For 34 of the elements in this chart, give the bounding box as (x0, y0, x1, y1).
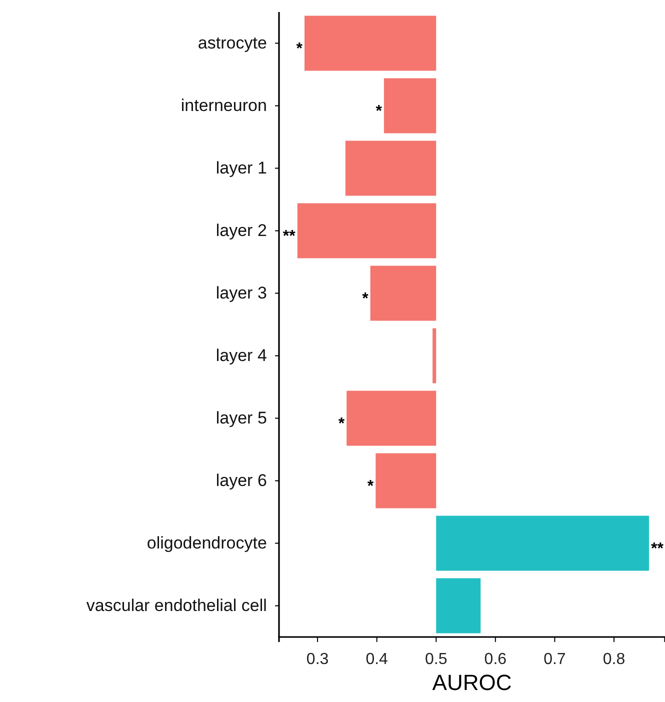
y-tick-label: oligodendrocyte (146, 534, 267, 553)
y-tick-label: layer 3 (216, 284, 267, 303)
x-tick-label: 0.3 (306, 651, 329, 668)
x-tick-label: 0.8 (602, 651, 626, 668)
x-tick-label: 0.4 (366, 651, 388, 668)
y-tick-label: vascular endothelial cell (86, 596, 267, 616)
y-tick-label: astrocyte (198, 34, 267, 53)
bar (370, 266, 436, 321)
bar (436, 516, 649, 571)
annotation: ** (282, 228, 296, 245)
y-tick-label: layer 5 (216, 408, 267, 428)
bar (304, 16, 436, 71)
annotation: * (367, 478, 374, 495)
y-tick-label: layer 6 (216, 471, 267, 490)
bar (432, 328, 436, 384)
y-tick-label: layer 2 (216, 221, 267, 240)
annotation: ** (650, 540, 664, 558)
y-tick-label: layer 4 (216, 346, 267, 366)
annotation: * (296, 40, 304, 58)
bar (346, 390, 436, 446)
bar (345, 140, 436, 196)
bar (297, 203, 436, 258)
bar (384, 78, 436, 134)
annotation: * (338, 415, 346, 432)
x-tick-label: 0.5 (425, 651, 448, 668)
annotation: * (376, 102, 383, 120)
y-tick-label: layer 1 (216, 158, 267, 178)
bar (436, 578, 481, 634)
x-axis-title: AUROC (432, 670, 512, 695)
y-tick-label: interneuron (180, 96, 267, 116)
x-tick-label: 0.7 (544, 651, 566, 668)
bar (376, 453, 436, 508)
x-tick-label: 0.6 (484, 651, 507, 668)
annotation: * (362, 290, 370, 308)
